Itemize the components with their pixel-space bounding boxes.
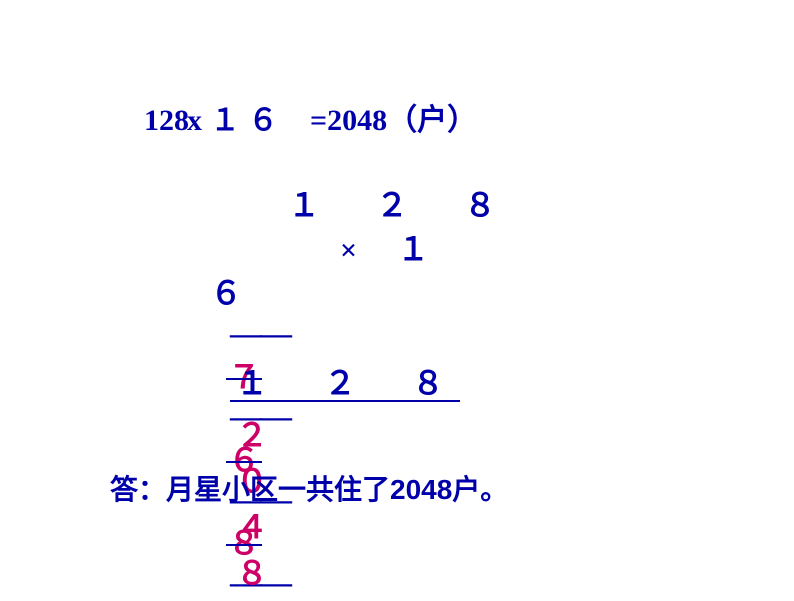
result: 2048 [327, 104, 387, 137]
mult-row3: ６ [210, 268, 266, 314]
result-line [230, 400, 460, 402]
multiply-op: x [187, 104, 202, 137]
answer-text: 答：月星小区一共住了2048户。 [110, 468, 508, 508]
operand2: １６ [210, 104, 286, 137]
unit: （户） [387, 104, 477, 137]
partial-product-2: １ ２ ８ [236, 358, 468, 404]
mult-row2: ×１ [340, 224, 453, 270]
operand1: 128 [144, 104, 189, 137]
equals-sign: = [310, 104, 327, 137]
mult-row1: １ ２ ８ [288, 180, 520, 226]
multiply-icon: × [340, 234, 357, 267]
equation-line: 128x１６ =2048（户） [144, 95, 477, 139]
